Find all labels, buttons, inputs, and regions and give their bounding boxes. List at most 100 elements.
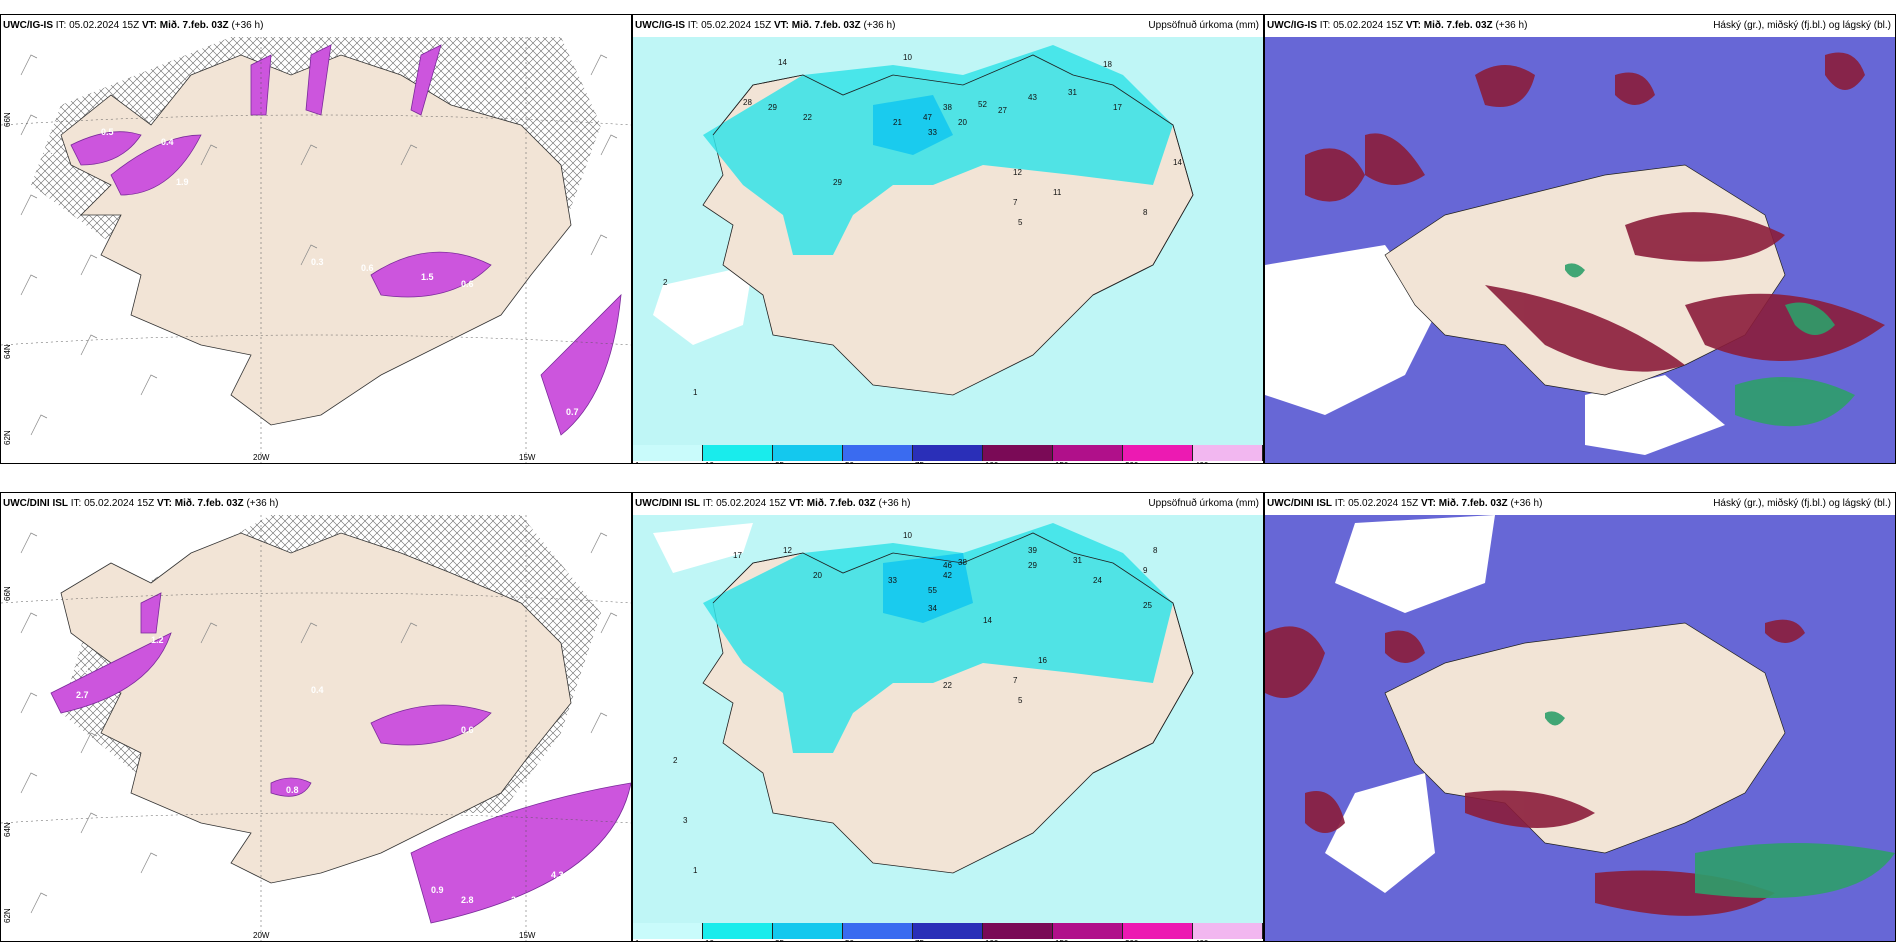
svg-text:29: 29 [768, 103, 777, 112]
lon-label-15w: 15W [519, 931, 536, 940]
svg-text:0.7: 0.7 [566, 407, 579, 417]
colorbar-segment [1053, 923, 1123, 939]
svg-text:55: 55 [928, 586, 937, 595]
svg-text:1.9: 1.9 [176, 177, 189, 187]
clear-sky-area [1265, 245, 1435, 415]
panel-header: UWC/IG-IS IT: 05.02.2024 15Z VT: Mið. 7.… [1265, 15, 1895, 37]
valid-time: VT: Mið. 7.feb. 03Z [1420, 498, 1508, 509]
colorbar-segment [1053, 445, 1123, 461]
svg-text:7: 7 [1013, 198, 1018, 207]
init-time: IT: 05.02.2024 15Z [55, 20, 140, 31]
svg-text:22: 22 [803, 113, 812, 122]
colorbar-segment [1123, 923, 1193, 939]
colorbar-segment [1123, 445, 1193, 461]
colorbar-tick: 150 [1055, 461, 1068, 463]
cloud-map [1265, 515, 1895, 941]
svg-text:0.6: 0.6 [461, 725, 474, 735]
init-time: IT: 05.02.2024 15Z [70, 498, 155, 509]
svg-text:20: 20 [813, 571, 822, 580]
colorbar-tick: 100 [985, 461, 998, 463]
svg-text:33: 33 [888, 576, 897, 585]
svg-text:12: 12 [1013, 168, 1022, 177]
colorbar-segment [1193, 445, 1263, 461]
svg-text:2.9: 2.9 [511, 895, 524, 905]
svg-text:2.8: 2.8 [461, 895, 474, 905]
svg-text:3.1: 3.1 [526, 915, 539, 925]
grid-lines [1, 515, 631, 941]
colorbar-tick: 25 [775, 461, 784, 463]
lead-time: (+36 h) [246, 498, 279, 509]
svg-text:0.3: 0.3 [311, 257, 324, 267]
valid-time: VT: Mið. 7.feb. 03Z [141, 20, 229, 31]
colorbar-tick: 10 [705, 939, 714, 941]
coast-outline [712, 54, 1194, 296]
mid-cloud-patches [1265, 619, 1805, 916]
panel-header: UWC/DINI ISL IT: 05.02.2024 15Z VT: Mið.… [1265, 493, 1895, 515]
model-name: UWC/DINI ISL [1267, 498, 1332, 509]
svg-text:28: 28 [743, 98, 752, 107]
svg-text:39: 39 [1028, 546, 1037, 555]
colorbar-tick: 1 [635, 939, 639, 941]
svg-text:12: 12 [783, 546, 792, 555]
colorbar-segment [983, 445, 1053, 461]
lead-time: (+36 h) [231, 20, 264, 31]
precip-darker-core [883, 553, 973, 623]
panel-precip-row2: UWC/DINI ISL IT: 05.02.2024 15Z VT: Mið.… [632, 492, 1264, 942]
colorbar: 1 10 25 50 75 100 150 200 400 [633, 923, 1263, 941]
precip-cyan-north [703, 523, 1173, 753]
valid-time: VT: Mið. 7.feb. 03Z [1405, 20, 1493, 31]
precip-map: 12 20 17 33 46 42 38 55 34 29 31 24 39 2… [633, 515, 1263, 941]
panel-wind-row2: UWC/DINI ISL IT: 05.02.2024 15Z VT: Mið.… [0, 492, 632, 942]
colorbar-tick: 200 [1125, 461, 1138, 463]
panel-header: UWC/DINI ISL IT: 05.02.2024 15Z VT: Mið.… [633, 493, 1263, 515]
colorbar-tick: 25 [775, 939, 784, 941]
svg-text:14: 14 [983, 616, 992, 625]
colorbar-segment [843, 923, 913, 939]
svg-text:4.3: 4.3 [551, 870, 564, 880]
panel-clouds-row1: UWC/IG-IS IT: 05.02.2024 15Z VT: Mið. 7.… [1264, 14, 1896, 464]
wind-barbs [20, 532, 618, 914]
svg-text:5: 5 [1018, 696, 1023, 705]
svg-text:17: 17 [733, 551, 742, 560]
svg-text:1.2: 1.2 [151, 635, 164, 645]
svg-text:24: 24 [1093, 576, 1102, 585]
cloud-map [1265, 37, 1895, 463]
svg-text:33: 33 [928, 128, 937, 137]
svg-text:31: 31 [1073, 556, 1082, 565]
colorbar-tick: 10 [705, 461, 714, 463]
init-time: IT: 05.02.2024 15Z [1334, 498, 1419, 509]
valid-time: VT: Mið. 7.feb. 03Z [156, 498, 244, 509]
panel-header: UWC/IG-IS IT: 05.02.2024 15Z VT: Mið. 7.… [1, 15, 631, 37]
panel-precip-row1: UWC/IG-IS IT: 05.02.2024 15Z VT: Mið. 7.… [632, 14, 1264, 464]
colorbar-tick: 400 [1195, 939, 1208, 941]
svg-text:34: 34 [928, 604, 937, 613]
lat-label-66n: 66N [3, 112, 12, 127]
panel-header: UWC/IG-IS IT: 05.02.2024 15Z VT: Mið. 7.… [633, 15, 1263, 37]
clear-sky-area [1585, 375, 1725, 455]
svg-text:10: 10 [903, 53, 912, 62]
lead-time: (+36 h) [1495, 20, 1528, 31]
colorbar-tick: 100 [985, 939, 998, 941]
sea-white-area [653, 523, 753, 573]
svg-text:25: 25 [1143, 601, 1152, 610]
svg-text:31: 31 [1068, 88, 1077, 97]
svg-text:0.5: 0.5 [101, 127, 114, 137]
panel-wind-row1: UWC/IG-IS IT: 05.02.2024 15Z VT: Mið. 7.… [0, 14, 632, 464]
svg-text:20: 20 [958, 118, 967, 127]
svg-text:1: 1 [693, 388, 698, 397]
lat-label-64n: 64N [3, 344, 12, 359]
lat-label-64n: 64N [3, 822, 12, 837]
lead-time: (+36 h) [863, 20, 896, 31]
clear-sky-area [1335, 515, 1495, 613]
clear-sky-area [1325, 773, 1435, 893]
svg-text:52: 52 [978, 100, 987, 109]
svg-text:0.6: 0.6 [361, 263, 374, 273]
mid-cloud-patches [1305, 52, 1885, 372]
svg-text:5: 5 [1018, 218, 1023, 227]
sea-white-area [653, 265, 753, 345]
svg-text:46: 46 [943, 561, 952, 570]
panel-title: Uppsöfnuð úrkoma (mm) [1148, 498, 1259, 509]
svg-text:0.8: 0.8 [286, 785, 299, 795]
svg-text:2: 2 [663, 278, 668, 287]
svg-text:38: 38 [943, 103, 952, 112]
